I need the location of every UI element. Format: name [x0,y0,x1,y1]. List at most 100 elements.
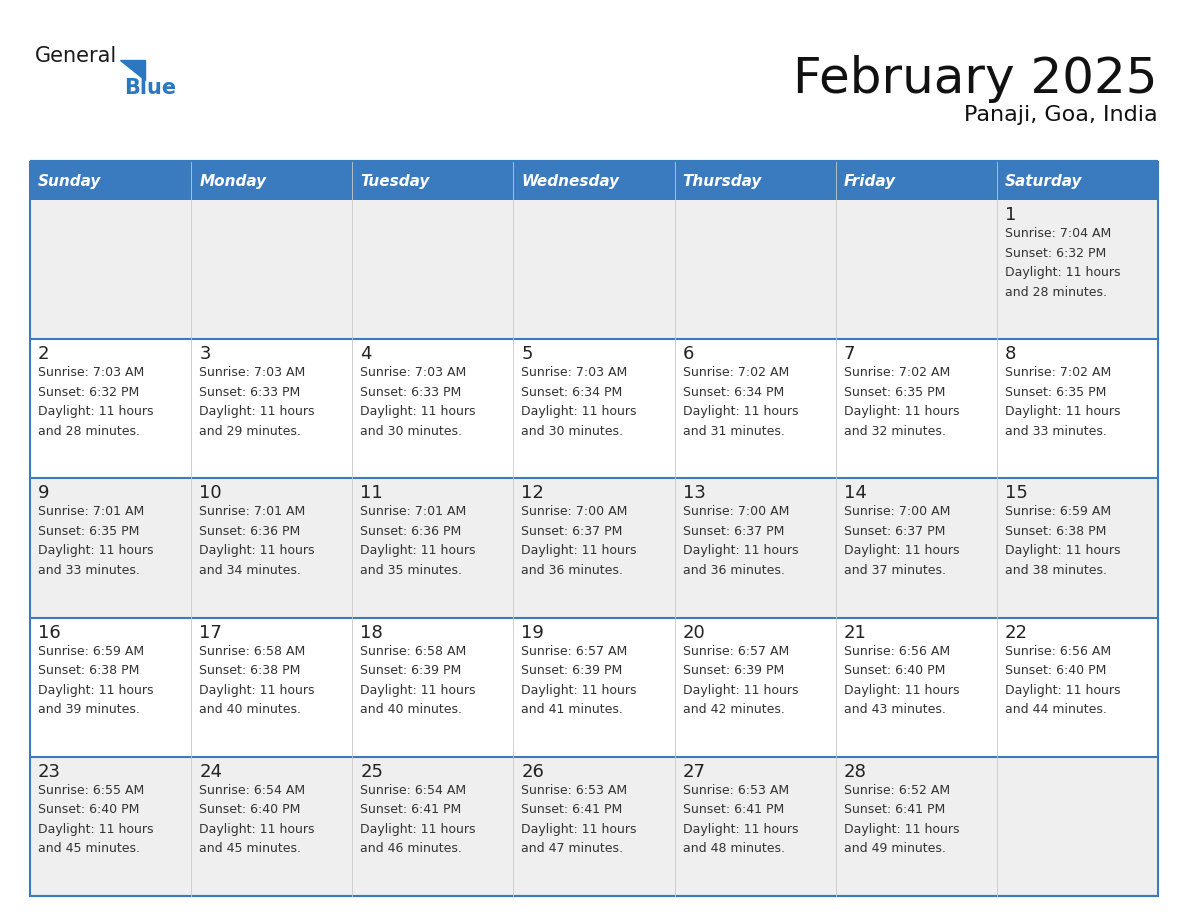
Text: Sunset: 6:36 PM: Sunset: 6:36 PM [200,525,301,538]
Text: Daylight: 11 hours: Daylight: 11 hours [38,684,153,697]
Text: Sunrise: 7:03 AM: Sunrise: 7:03 AM [360,366,467,379]
Text: and 38 minutes.: and 38 minutes. [1005,564,1107,577]
Text: 21: 21 [843,623,867,642]
Bar [835,478,997,618]
Text: Saturday: Saturday [1005,174,1082,188]
Bar [30,339,191,478]
Bar [30,478,191,618]
Text: and 34 minutes.: and 34 minutes. [200,564,301,577]
Text: Sunrise: 6:58 AM: Sunrise: 6:58 AM [360,644,467,657]
Bar [191,200,353,339]
Bar [997,200,1158,339]
Text: Daylight: 11 hours: Daylight: 11 hours [843,684,959,697]
Bar [513,756,675,896]
Text: Sunset: 6:40 PM: Sunset: 6:40 PM [843,664,946,677]
Text: Sunset: 6:37 PM: Sunset: 6:37 PM [522,525,623,538]
Text: and 40 minutes.: and 40 minutes. [360,703,462,716]
Text: Sunrise: 7:03 AM: Sunrise: 7:03 AM [200,366,305,379]
Text: Sunrise: 7:01 AM: Sunrise: 7:01 AM [360,506,467,519]
Bar [997,618,1158,756]
Text: Thursday: Thursday [683,174,762,188]
Bar [353,618,513,756]
Bar [30,162,1158,896]
Bar [675,618,835,756]
Text: Daylight: 11 hours: Daylight: 11 hours [38,544,153,557]
Text: 7: 7 [843,345,855,364]
Text: February 2025: February 2025 [794,55,1158,103]
Text: Sunset: 6:41 PM: Sunset: 6:41 PM [683,803,784,816]
Text: 18: 18 [360,623,383,642]
Text: 2: 2 [38,345,50,364]
Text: Sunset: 6:37 PM: Sunset: 6:37 PM [683,525,784,538]
Text: Blue: Blue [124,78,176,98]
Text: Tuesday: Tuesday [360,174,430,188]
Text: Daylight: 11 hours: Daylight: 11 hours [522,823,637,835]
Text: and 43 minutes.: and 43 minutes. [843,703,946,716]
Text: Sunrise: 6:54 AM: Sunrise: 6:54 AM [200,784,305,797]
Text: 4: 4 [360,345,372,364]
Text: Sunset: 6:40 PM: Sunset: 6:40 PM [38,803,139,816]
Text: 9: 9 [38,485,50,502]
Bar [353,478,513,618]
Bar [353,200,513,339]
Bar [513,339,675,478]
Bar [191,478,353,618]
Text: Daylight: 11 hours: Daylight: 11 hours [200,823,315,835]
Text: Sunset: 6:38 PM: Sunset: 6:38 PM [38,664,139,677]
Text: Sunset: 6:38 PM: Sunset: 6:38 PM [1005,525,1106,538]
Text: 26: 26 [522,763,544,781]
Text: Sunrise: 7:02 AM: Sunrise: 7:02 AM [683,366,789,379]
Text: Daylight: 11 hours: Daylight: 11 hours [38,405,153,419]
Text: and 33 minutes.: and 33 minutes. [38,564,140,577]
Text: and 29 minutes.: and 29 minutes. [200,425,301,438]
Bar [675,756,835,896]
Text: Sunset: 6:35 PM: Sunset: 6:35 PM [38,525,139,538]
Text: Sunrise: 7:00 AM: Sunrise: 7:00 AM [843,506,950,519]
Text: and 36 minutes.: and 36 minutes. [522,564,624,577]
Bar [191,162,353,200]
Text: and 33 minutes.: and 33 minutes. [1005,425,1107,438]
Bar [30,756,191,896]
Text: Sunset: 6:41 PM: Sunset: 6:41 PM [843,803,944,816]
Text: Daylight: 11 hours: Daylight: 11 hours [683,405,798,419]
Text: Sunset: 6:33 PM: Sunset: 6:33 PM [360,386,462,398]
Text: Daylight: 11 hours: Daylight: 11 hours [683,684,798,697]
Text: Sunrise: 6:57 AM: Sunrise: 6:57 AM [683,644,789,657]
Text: Sunrise: 6:53 AM: Sunrise: 6:53 AM [522,784,627,797]
Text: and 48 minutes.: and 48 minutes. [683,843,784,856]
Text: 13: 13 [683,485,706,502]
Text: Daylight: 11 hours: Daylight: 11 hours [683,823,798,835]
Bar [353,756,513,896]
Text: and 44 minutes.: and 44 minutes. [1005,703,1107,716]
Text: Sunset: 6:39 PM: Sunset: 6:39 PM [683,664,784,677]
Text: Sunrise: 7:03 AM: Sunrise: 7:03 AM [38,366,144,379]
Text: 20: 20 [683,623,706,642]
Text: Daylight: 11 hours: Daylight: 11 hours [200,684,315,697]
Text: and 39 minutes.: and 39 minutes. [38,703,140,716]
Text: Sunset: 6:39 PM: Sunset: 6:39 PM [360,664,462,677]
Text: 28: 28 [843,763,867,781]
Text: and 28 minutes.: and 28 minutes. [38,425,140,438]
Text: Sunrise: 7:02 AM: Sunrise: 7:02 AM [843,366,950,379]
Bar [30,618,191,756]
Text: and 36 minutes.: and 36 minutes. [683,564,784,577]
Text: Daylight: 11 hours: Daylight: 11 hours [360,684,476,697]
Text: Sunset: 6:35 PM: Sunset: 6:35 PM [843,386,946,398]
Text: 19: 19 [522,623,544,642]
Text: and 30 minutes.: and 30 minutes. [522,425,624,438]
Text: 11: 11 [360,485,383,502]
Bar [30,200,191,339]
Text: Sunrise: 6:54 AM: Sunrise: 6:54 AM [360,784,467,797]
Bar [997,162,1158,200]
Text: Daylight: 11 hours: Daylight: 11 hours [843,544,959,557]
Text: Sunrise: 6:57 AM: Sunrise: 6:57 AM [522,644,627,657]
Text: 24: 24 [200,763,222,781]
Bar [191,756,353,896]
Text: Sunrise: 6:53 AM: Sunrise: 6:53 AM [683,784,789,797]
Text: Sunrise: 6:59 AM: Sunrise: 6:59 AM [1005,506,1111,519]
Text: Daylight: 11 hours: Daylight: 11 hours [360,544,476,557]
Text: and 40 minutes.: and 40 minutes. [200,703,302,716]
Text: 23: 23 [38,763,61,781]
Text: Daylight: 11 hours: Daylight: 11 hours [843,823,959,835]
Text: 1: 1 [1005,206,1016,224]
